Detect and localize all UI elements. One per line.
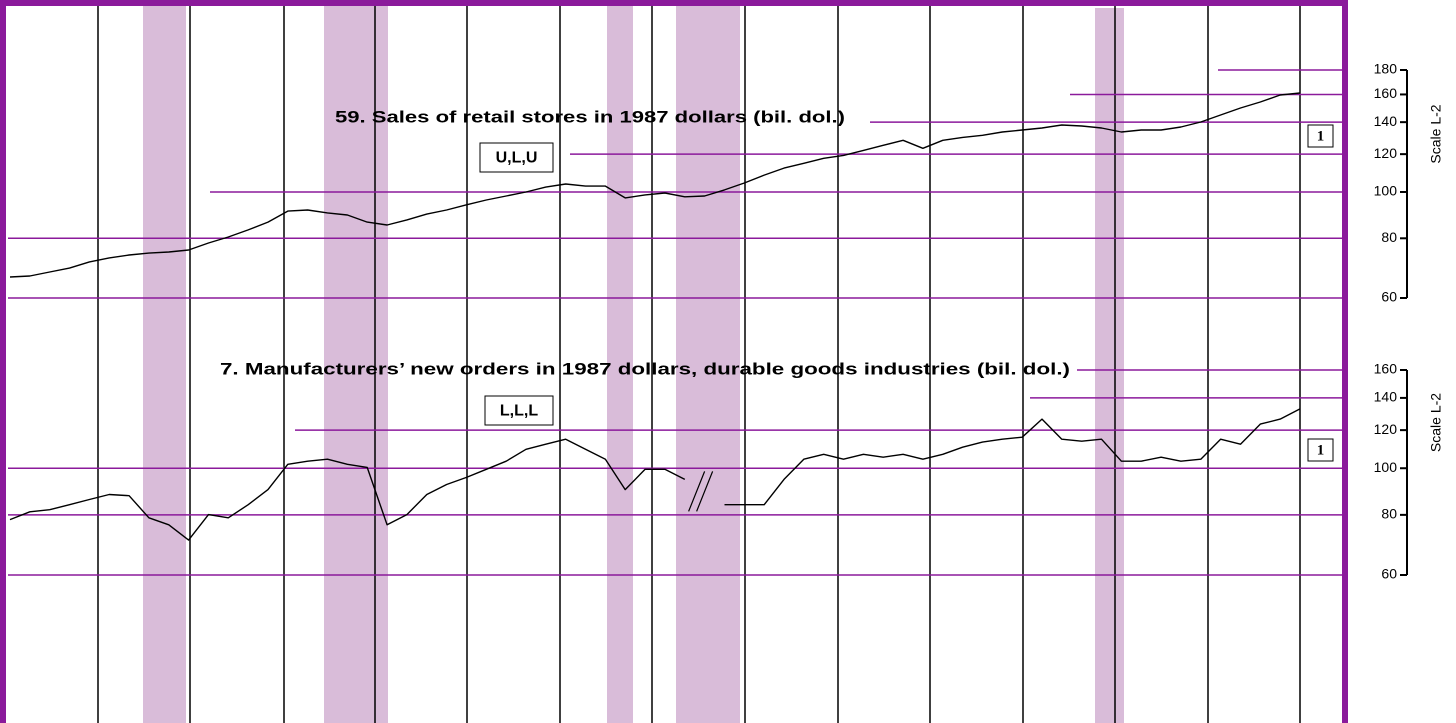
y-tick-label: 160 — [1374, 85, 1398, 101]
axis-label: Scale L-2 — [1428, 104, 1444, 163]
y-tick-label: 100 — [1374, 459, 1398, 475]
recession-band — [676, 0, 740, 723]
y-tick-label: 160 — [1374, 361, 1398, 377]
chart-title: 7. Manufacturers’ new orders in 1987 dol… — [220, 359, 1070, 378]
chart-title: 59. Sales of retail stores in 1987 dolla… — [335, 107, 845, 126]
recession-band — [143, 0, 186, 723]
year-lines — [97, 0, 1301, 723]
plots: 59. Sales of retail stores in 1987 dolla… — [9, 92, 1334, 541]
note-box — [1307, 438, 1334, 462]
recession-band — [324, 0, 388, 723]
y-tick-label: 140 — [1374, 389, 1398, 405]
y-tick-label: 120 — [1374, 421, 1398, 437]
y-tick-label: 60 — [1381, 566, 1397, 582]
note-box — [1307, 124, 1334, 148]
frame — [0, 0, 1348, 723]
code-box — [479, 142, 554, 173]
series-line — [9, 92, 1301, 278]
code-label: U,L,U — [496, 150, 538, 167]
y-tick-label: 60 — [1381, 289, 1397, 305]
recession-band — [1095, 8, 1124, 723]
grid: 60 80 100 120 140 160 180 Scale L-2 60 80 100 120 14… — [8, 61, 1444, 582]
recession-band — [607, 0, 633, 723]
y-tick-label: 80 — [1381, 229, 1397, 245]
y-tick-label: 120 — [1374, 145, 1398, 161]
y-tick-label: 100 — [1374, 183, 1398, 199]
note-label: 1 — [1317, 442, 1325, 458]
break-mark — [688, 471, 714, 512]
recession-bands — [143, 0, 1124, 723]
note-label: 1 — [1317, 128, 1325, 144]
y-tick-label: 80 — [1381, 506, 1397, 522]
y-tick-label: 140 — [1374, 113, 1398, 129]
series-line — [9, 408, 1301, 541]
code-box — [484, 395, 554, 426]
axis-label: Scale L-2 — [1428, 393, 1444, 452]
y-tick-label: 180 — [1374, 61, 1398, 77]
code-label: L,L,L — [500, 403, 538, 420]
